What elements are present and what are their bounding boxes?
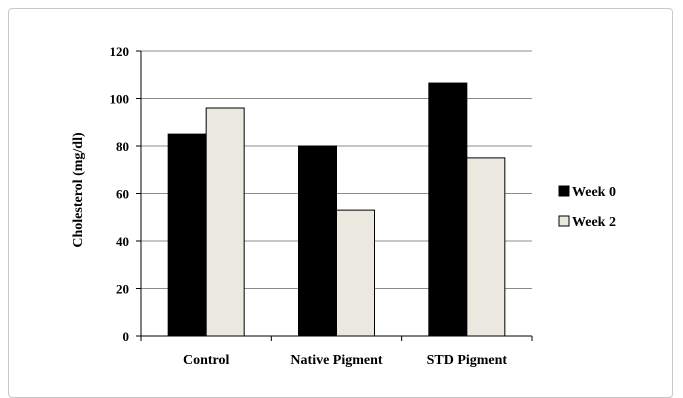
y-tick-label: 60 [116,187,129,202]
x-tick-label: Native Pigment [290,353,382,368]
legend-label: Week 2 [572,215,616,230]
y-tick-label: 0 [123,329,130,344]
legend: Week 0 Week 2 [558,185,616,230]
bar-std-pigment-week-0 [428,82,468,337]
y-tick-label: 100 [110,92,130,107]
y-tick-label: 20 [116,282,129,297]
x-tick-label: STD Pigment [427,353,508,368]
y-tick-label: 40 [116,234,129,249]
legend-label: Week 0 [572,185,616,200]
x-tick-label: Control [183,353,230,368]
legend-swatch [558,185,570,197]
bar-control-week-0 [167,133,207,337]
y-tick-label: 80 [116,139,129,154]
legend-swatch [558,215,570,227]
y-axis-label: Cholesterol (mg/dl) [71,132,86,248]
bar-std-pigment-week-2 [466,157,506,337]
bar-control-week-2 [205,107,245,337]
y-tick-label: 120 [110,44,130,59]
bar-native-pigment-week-2 [336,209,375,337]
tick-labels: 0 20 40 60 80 100 120 Control Native Pigment STD … [110,44,508,368]
bar-native-pigment-week-0 [298,145,337,337]
bars [167,82,506,337]
